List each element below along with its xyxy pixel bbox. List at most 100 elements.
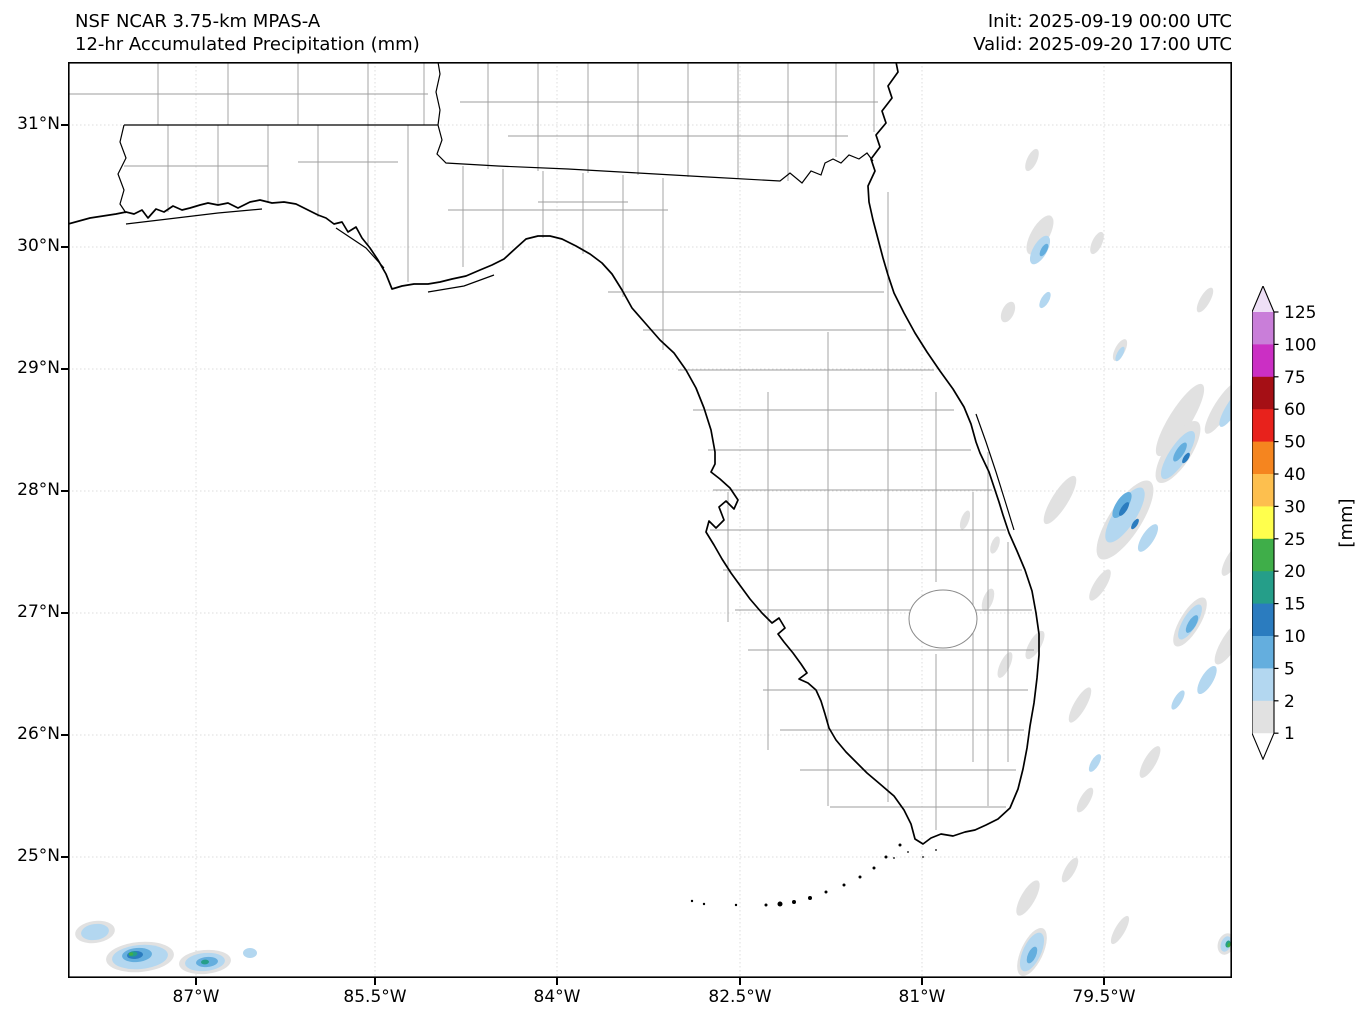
- precip-cell: [1197, 665, 1217, 695]
- precip-cell: [128, 952, 134, 956]
- colorbar-unit-label: [mm]: [1336, 498, 1357, 547]
- precip-cell: [1029, 235, 1051, 265]
- y-tick-mark: [61, 246, 68, 248]
- colorbar-segment: [1252, 441, 1274, 475]
- map-plot-area: [68, 62, 1232, 978]
- colorbar-tick-label: 30: [1284, 497, 1306, 517]
- colorbar-segment: [1252, 636, 1274, 669]
- y-tick-mark: [61, 856, 68, 858]
- colorbar-tick-label: 125: [1284, 303, 1316, 323]
- colorbar-over-arrow: [1252, 286, 1274, 312]
- x-tick-mark: [1103, 978, 1105, 985]
- x-tick-label: 79.5°W: [1072, 987, 1136, 1007]
- colorbar-tick-label: 75: [1284, 368, 1306, 388]
- run-times: Init: 2025-09-19 00:00 UTC Valid: 2025-0…: [973, 10, 1232, 56]
- colorbar-tick-label: 20: [1284, 562, 1306, 582]
- y-tick-mark: [61, 612, 68, 614]
- colorbar-under-arrow: [1252, 733, 1274, 760]
- precip-cell: [1171, 690, 1185, 710]
- colorbar-segment: [1252, 571, 1274, 605]
- precip-cell: [1090, 231, 1104, 255]
- precip-cell: [81, 923, 109, 941]
- precip-cell: [1025, 630, 1045, 660]
- precip-cell: [243, 948, 257, 958]
- colorbar-segment: [1252, 538, 1274, 572]
- colorbar-segment: [1252, 409, 1274, 443]
- precipitation-field: [75, 148, 1232, 977]
- x-tick-label: 84°W: [533, 987, 581, 1007]
- state-borders: [117, 62, 874, 214]
- precip-cell: [1118, 502, 1130, 516]
- y-tick-mark: [61, 734, 68, 736]
- colorbar-tick-label: 5: [1284, 659, 1295, 679]
- y-tick-label: 28°N: [17, 480, 60, 500]
- precip-cell: [1139, 746, 1161, 778]
- precip-cell: [1185, 615, 1199, 633]
- y-tick-label: 31°N: [17, 114, 60, 134]
- precip-cell: [959, 510, 971, 530]
- colorbar-segment: [1252, 474, 1274, 507]
- x-tick-label: 85.5°W: [343, 987, 407, 1007]
- colorbar-segment: [1252, 312, 1274, 345]
- y-tick-mark: [61, 368, 68, 370]
- coastline: [68, 62, 1040, 845]
- x-tick-mark: [374, 978, 376, 985]
- precip-cell: [1112, 492, 1132, 518]
- x-tick-mark: [556, 978, 558, 985]
- lake-okeechobee: [908, 589, 978, 649]
- figure-title: NSF NCAR 3.75-km MPAS-A 12-hr Accumulate…: [75, 10, 420, 56]
- precip-cell: [1026, 215, 1054, 255]
- precip-cell: [1061, 857, 1079, 883]
- precip-cell: [997, 652, 1013, 678]
- product-name: 12-hr Accumulated Precipitation (mm): [75, 34, 420, 55]
- precip-cell: [1137, 524, 1159, 552]
- colorbar-tick-label: 50: [1284, 433, 1306, 453]
- county-boundaries: [68, 62, 1034, 830]
- precip-cell: [1039, 291, 1051, 309]
- graticule-gridlines: [68, 62, 1232, 978]
- plot-frame: [68, 62, 1232, 978]
- y-tick-label: 26°N: [17, 724, 60, 744]
- precip-cell: [1068, 687, 1092, 723]
- precip-cell: [1039, 243, 1049, 257]
- y-tick-label: 30°N: [17, 236, 60, 256]
- precip-cell: [1076, 787, 1094, 813]
- colorbar-segment: [1252, 506, 1274, 540]
- y-tick-mark: [61, 490, 68, 492]
- x-tick-mark: [921, 978, 923, 985]
- precip-cell: [1131, 518, 1139, 530]
- precip-cell: [1025, 148, 1039, 172]
- x-tick-mark: [195, 978, 197, 985]
- precip-cell: [1196, 287, 1214, 313]
- florida-keys: [690, 843, 937, 907]
- colorbar-tick-label: 60: [1284, 400, 1306, 420]
- precip-cell: [1110, 915, 1130, 945]
- precip-cell: [1016, 880, 1040, 916]
- colorbar-tick-label: 1: [1284, 724, 1295, 744]
- colorbar-segment: [1252, 603, 1274, 637]
- x-tick-mark: [739, 978, 741, 985]
- init-time: Init: 2025-09-19 00:00 UTC: [987, 11, 1232, 32]
- colorbar-segment: [1252, 668, 1274, 702]
- precip-cell: [201, 959, 209, 965]
- colorbar-tick-label: 40: [1284, 465, 1306, 485]
- y-tick-mark: [61, 124, 68, 126]
- precip-cell: [1182, 452, 1190, 464]
- colorbar-tick-label: 2: [1284, 692, 1295, 712]
- precip-cell: [1155, 383, 1205, 457]
- x-tick-label: 82.5°W: [708, 987, 772, 1007]
- colorbar-tick-label: 100: [1284, 335, 1316, 355]
- valid-time: Valid: 2025-09-20 17:00 UTC: [973, 34, 1232, 55]
- precip-cell: [1105, 487, 1145, 543]
- x-tick-label: 87°W: [172, 987, 220, 1007]
- colorbar-tick-label: 25: [1284, 530, 1306, 550]
- y-tick-label: 29°N: [17, 358, 60, 378]
- precip-cell: [990, 536, 1000, 554]
- precip-cell: [1219, 389, 1232, 427]
- colorbar-segment: [1252, 376, 1274, 410]
- precip-cell: [1089, 569, 1111, 601]
- precip-cell: [1026, 946, 1038, 964]
- precip-cell: [1221, 544, 1232, 576]
- colorbar: 125 100 75 60 50 40 30 25 20 15 10 5 2 1 [mm]: [1252, 286, 1357, 760]
